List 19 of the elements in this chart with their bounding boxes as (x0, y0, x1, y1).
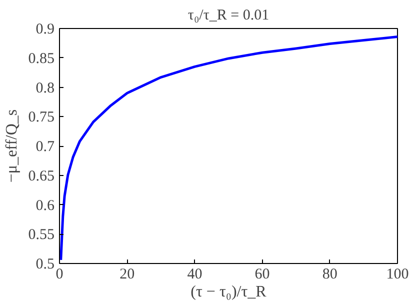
x-tick-label: 80 (322, 266, 338, 282)
y-tick-label: 0.5 (36, 256, 54, 272)
line-series (60, 35, 398, 262)
y-tick-label: 0.65 (28, 168, 54, 184)
chart-title: τ₀/τ_R = 0.01 (188, 8, 270, 24)
y-tick-label: 0.55 (28, 227, 54, 244)
x-tick-label: 100 (386, 266, 409, 282)
y-tick-label: 0.8 (36, 80, 54, 96)
y-tick-label: 0.9 (36, 22, 54, 38)
x-tick-label: 40 (187, 266, 202, 282)
x-axis-title: (τ − τ₀)/τ_R (190, 284, 267, 300)
y-tick-label: 0.85 (28, 50, 54, 67)
y-tick-label: 0.75 (28, 110, 54, 126)
y-tick-label: 0.6 (36, 198, 55, 214)
x-tick-label: 0 (56, 266, 64, 282)
y-axis-title: −μ_eff/Q_s (3, 109, 20, 183)
x-tick-label: 60 (254, 266, 270, 282)
y-tick-label: 0.7 (36, 139, 55, 155)
x-tick-label: 20 (120, 266, 135, 282)
